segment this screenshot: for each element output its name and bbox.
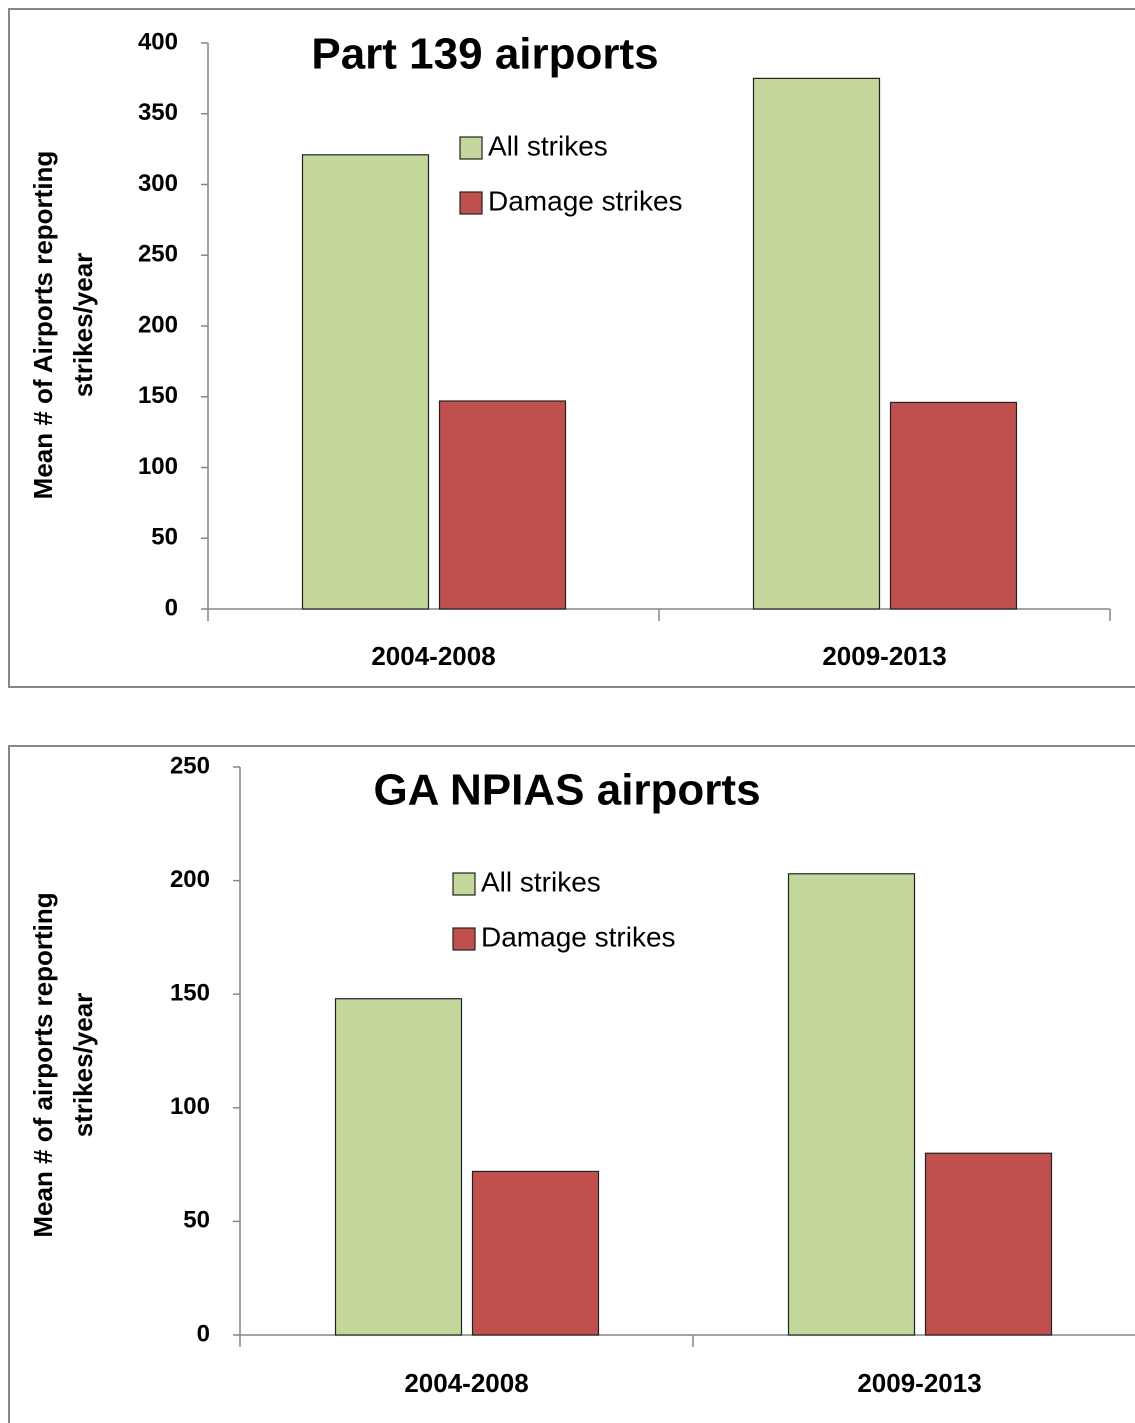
y-tick-label: 100 (170, 1093, 210, 1120)
legend-label: All strikes (481, 866, 601, 897)
y-axis-label: strikes/year (68, 993, 98, 1138)
x-tick-label: 2004-2008 (404, 1368, 528, 1398)
y-tick-label: 150 (170, 980, 210, 1007)
y-tick-label: 100 (138, 453, 178, 480)
y-tick-label: 50 (183, 1207, 210, 1234)
legend-swatch (452, 927, 476, 951)
bar (301, 154, 430, 610)
y-tick-label: 50 (151, 524, 178, 551)
y-axis-label: strikes/year (68, 253, 98, 398)
y-tick-label: 0 (197, 1320, 210, 1347)
x-tick-label: 2009-2013 (822, 641, 946, 671)
chart-title: GA NPIAS airports (373, 766, 760, 815)
bar (924, 1152, 1053, 1336)
y-axis-label: Mean # of Airports reporting (28, 151, 58, 500)
y-tick-label: 0 (165, 594, 178, 621)
y-tick-label: 350 (138, 99, 178, 126)
bar (438, 400, 567, 610)
y-axis-label: Mean # of airports reporting (28, 892, 58, 1237)
chart-frame (8, 8, 1135, 688)
y-tick-label: 250 (170, 752, 210, 779)
y-tick-label: 150 (138, 382, 178, 409)
bar (334, 998, 463, 1336)
legend-label: All strikes (488, 130, 608, 161)
y-tick-label: 300 (138, 170, 178, 197)
y-tick-label: 200 (170, 866, 210, 893)
chart-title: Part 139 airports (311, 30, 658, 79)
legend-swatch (452, 872, 476, 896)
legend-swatch (459, 136, 483, 160)
bar (889, 401, 1018, 610)
y-tick-label: 200 (138, 311, 178, 338)
x-tick-label: 2004-2008 (371, 641, 495, 671)
legend-label: Damage strikes (488, 185, 683, 216)
bar (471, 1170, 600, 1336)
bar (752, 77, 881, 610)
y-tick-label: 250 (138, 241, 178, 268)
bar (787, 873, 916, 1336)
chart-frame (8, 745, 1135, 1423)
legend-swatch (459, 191, 483, 215)
legend-label: Damage strikes (481, 921, 676, 952)
y-tick-label: 400 (138, 28, 178, 55)
x-tick-label: 2009-2013 (857, 1368, 981, 1398)
